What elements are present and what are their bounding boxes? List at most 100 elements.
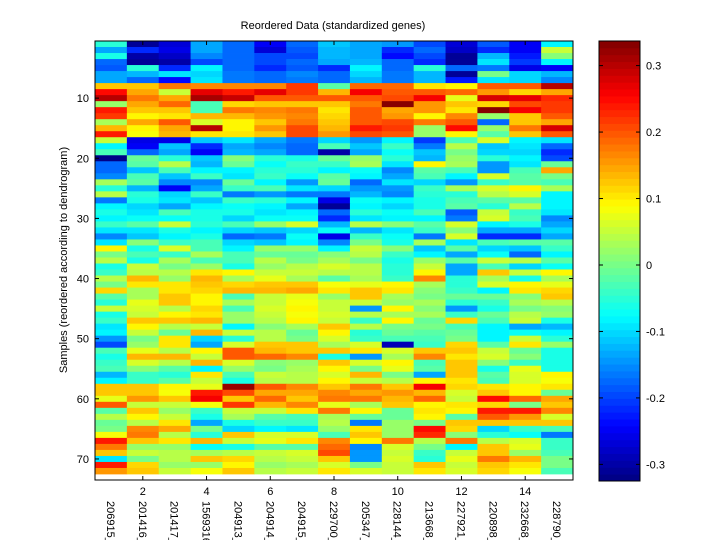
heatmap-cell: [190, 431, 223, 439]
heatmap-cell: [541, 299, 574, 306]
heatmap-cell: [318, 113, 351, 120]
heatmap-cell: [126, 437, 160, 445]
heatmap-cell: [158, 413, 191, 421]
heatmap-cell: [222, 131, 255, 138]
heatmap-cell: [222, 203, 255, 210]
heatmap-cell: [222, 59, 255, 66]
heatmap-cell: [190, 311, 223, 319]
heatmap-cell: [254, 161, 287, 168]
heatmap-cell: [254, 209, 287, 216]
heatmap-cell: [190, 245, 223, 252]
heatmap-cell: [349, 269, 383, 276]
heatmap-cell: [254, 353, 287, 361]
heatmap-cell: [349, 419, 383, 427]
heatmap-cell: [477, 329, 510, 337]
colorbar-segment: [599, 371, 640, 379]
heatmap-cell: [254, 323, 287, 331]
heatmap-cell: [190, 365, 223, 373]
heatmap-cell: [286, 353, 319, 361]
heatmap-cell: [254, 425, 287, 433]
heatmap-cell: [126, 461, 160, 469]
heatmap-cell: [126, 95, 160, 102]
heatmap-cell: [286, 383, 319, 391]
heatmap-cell: [445, 233, 478, 240]
heatmap-cell: [254, 125, 287, 132]
heatmap-cell: [349, 101, 383, 108]
heatmap-cell: [541, 269, 574, 276]
heatmap-cell: [222, 221, 255, 228]
heatmap-cell: [254, 53, 287, 60]
heatmap-cell: [318, 365, 351, 373]
colorbar-segment: [599, 102, 640, 111]
heatmap-cell: [318, 59, 351, 66]
heatmap-cell: [286, 41, 319, 48]
heatmap-cell: [254, 341, 287, 349]
heatmap-cell: [349, 95, 383, 102]
heatmap-cell: [318, 257, 351, 264]
heatmap-cell: [541, 215, 574, 222]
heatmap-cell: [509, 215, 542, 222]
heatmap-cell: [413, 137, 446, 144]
heatmap-cell: [126, 419, 160, 427]
heatmap-cell: [381, 365, 415, 373]
colorbar-segment: [599, 109, 640, 118]
heatmap-cell: [286, 101, 319, 108]
heatmap-cell: [349, 287, 383, 294]
y-tick-label: 40: [77, 274, 89, 286]
heatmap-cell: [190, 251, 223, 258]
heatmap-cell: [254, 149, 287, 156]
heatmap-cell: [381, 281, 415, 288]
heatmap-cell: [509, 179, 542, 186]
heatmap-cell: [413, 299, 446, 306]
heatmap-cell: [541, 77, 574, 84]
heatmap-cell: [349, 143, 383, 150]
colorbar-segment: [599, 164, 640, 173]
heatmap-cell: [158, 239, 191, 246]
heatmap-cell: [126, 119, 160, 126]
heatmap-cell: [509, 377, 542, 385]
heatmap-cell: [318, 461, 351, 469]
heatmap-cell: [541, 461, 574, 469]
heatmap-cell: [126, 377, 160, 385]
heatmap-cell: [349, 125, 383, 132]
heatmap-cell: [158, 53, 191, 60]
column-label: 228790_: [550, 501, 562, 540]
heatmap-cell: [413, 407, 446, 415]
heatmap-cell: [158, 113, 191, 120]
heatmap-cell: [509, 191, 542, 198]
colorbar-ticks: 0.3 0.2 0.1 0 -0.1 -0.2 -0.3: [599, 61, 665, 471]
heatmap-cell: [541, 245, 574, 252]
heatmap-cell: [222, 443, 255, 451]
heatmap-cell: [318, 407, 351, 415]
heatmap-cell: [381, 131, 415, 138]
y-axis: 10 20 30 40 50 60 70: [77, 93, 573, 466]
heatmap-cell: [477, 293, 510, 300]
heatmap-cell: [95, 449, 128, 457]
heatmap-cell: [413, 431, 446, 439]
heatmap-cell: [222, 149, 255, 156]
colorbar-segment: [599, 89, 640, 97]
heatmap-cell: [254, 431, 287, 439]
heatmap-cell: [126, 83, 160, 90]
heatmap-cell: [286, 227, 319, 234]
heatmap-cell: [477, 173, 510, 180]
heatmap-cell: [381, 437, 415, 445]
heatmap-cell: [349, 323, 383, 331]
heatmap-cell: [413, 305, 446, 313]
heatmap-cell: [190, 47, 223, 54]
heatmap-cell: [349, 71, 383, 78]
heatmap-cell: [222, 467, 255, 475]
heatmap-cell: [222, 275, 255, 282]
heatmap-cell: [286, 395, 319, 403]
heatmap-cell: [445, 395, 478, 403]
heatmap-cell: [318, 395, 351, 403]
colorbar-segment: [599, 212, 640, 221]
heatmap-cell: [477, 95, 510, 102]
heatmap-cell: [95, 131, 128, 138]
heatmap-cell: [381, 329, 415, 337]
heatmap-cell: [349, 347, 383, 355]
heatmap-cell: [158, 419, 191, 427]
heatmap-cell: [477, 317, 510, 325]
heatmap-cell: [381, 431, 415, 439]
heatmap-cell: [254, 269, 287, 276]
